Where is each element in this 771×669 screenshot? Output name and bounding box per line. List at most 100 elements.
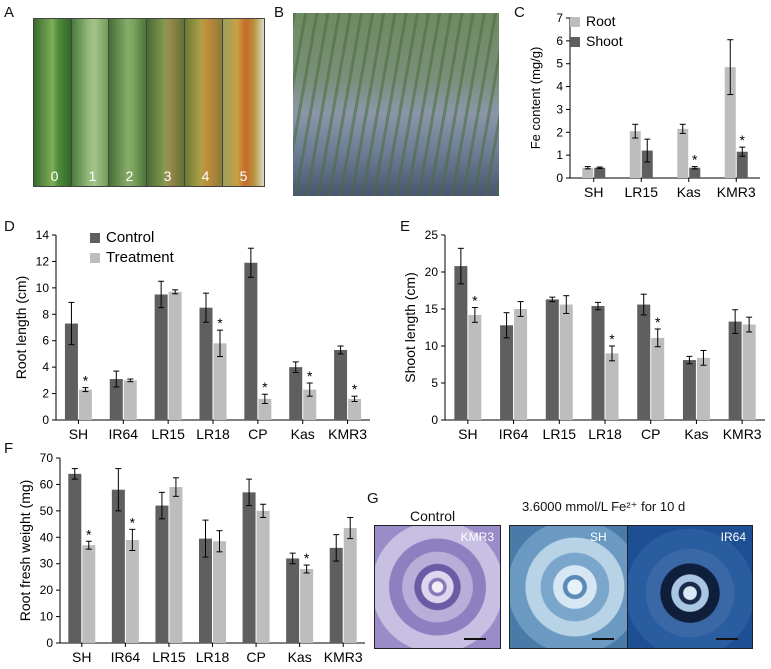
panel-letter-f: F bbox=[4, 440, 14, 457]
leaf-score-label: 4 bbox=[201, 168, 210, 184]
panel-letter-d: D bbox=[4, 218, 15, 235]
significance-marker: * bbox=[307, 368, 313, 384]
panel-letter-a: A bbox=[4, 4, 15, 21]
bar bbox=[213, 541, 226, 643]
legend-label: Control bbox=[106, 229, 154, 246]
bar bbox=[689, 167, 701, 178]
leaf-photo-3: 3 bbox=[146, 18, 189, 187]
x-tick-label: IR64 bbox=[108, 426, 138, 442]
x-tick-label: KMR3 bbox=[328, 426, 367, 442]
y-tick-label: 14 bbox=[36, 228, 50, 242]
micrograph-kmr3-control: KMR3 bbox=[374, 525, 501, 649]
y-tick-label: 12 bbox=[36, 254, 50, 268]
leaf-photo-2: 2 bbox=[108, 18, 151, 187]
bar bbox=[244, 262, 258, 420]
y-tick-label: 4 bbox=[42, 360, 49, 374]
bar bbox=[559, 304, 573, 420]
leaf-score-label: 2 bbox=[125, 168, 134, 184]
legend-label: Shoot bbox=[586, 33, 623, 49]
y-tick-label: 8 bbox=[42, 307, 49, 321]
y-axis-label: Shoot length (cm) bbox=[402, 272, 418, 383]
bar bbox=[605, 353, 619, 420]
x-tick-label: KMR3 bbox=[324, 649, 363, 665]
significance-marker: * bbox=[262, 379, 268, 395]
leaf-score-label: 3 bbox=[163, 168, 172, 184]
bar bbox=[109, 379, 123, 420]
bar bbox=[591, 306, 605, 420]
bar bbox=[724, 67, 736, 178]
y-tick-label: 70 bbox=[40, 451, 54, 465]
y-tick-label: 20 bbox=[425, 265, 439, 279]
bar bbox=[329, 547, 343, 643]
bar bbox=[168, 291, 182, 420]
micrograph-ir64-treatment: IR64 bbox=[627, 525, 753, 649]
micro-label: IR64 bbox=[720, 530, 746, 544]
y-tick-label: 6 bbox=[556, 34, 563, 48]
x-tick-label: CP bbox=[246, 649, 265, 665]
legend-swatch bbox=[570, 17, 580, 27]
bar bbox=[300, 569, 314, 643]
bar bbox=[343, 528, 357, 643]
bar bbox=[286, 558, 300, 643]
y-tick-label: 60 bbox=[40, 477, 54, 491]
bar bbox=[696, 357, 710, 420]
x-tick-label: LR15 bbox=[625, 184, 659, 200]
bar bbox=[514, 309, 528, 420]
bar bbox=[242, 492, 256, 643]
y-axis-label: Root length (cm) bbox=[13, 276, 29, 379]
bar bbox=[82, 545, 96, 643]
significance-marker: * bbox=[609, 331, 615, 347]
x-tick-label: IR64 bbox=[111, 649, 141, 665]
y-tick-label: 0 bbox=[431, 413, 438, 427]
x-tick-label: LR15 bbox=[543, 426, 577, 442]
bar bbox=[213, 343, 227, 420]
x-tick-label: SH bbox=[584, 184, 603, 200]
bar bbox=[154, 294, 168, 420]
x-tick-label: LR18 bbox=[588, 426, 622, 442]
bar bbox=[199, 307, 213, 420]
y-axis-label: Root fresh weight (mg) bbox=[17, 480, 33, 622]
micro-label: KMR3 bbox=[460, 530, 494, 544]
panel-letter-g: G bbox=[367, 490, 379, 507]
bar bbox=[155, 505, 169, 643]
bar bbox=[111, 489, 125, 643]
significance-marker: * bbox=[304, 550, 310, 566]
y-tick-label: 7 bbox=[556, 11, 563, 25]
y-tick-label: 10 bbox=[425, 339, 439, 353]
y-tick-label: 40 bbox=[40, 530, 54, 544]
panel-letter-b: B bbox=[274, 4, 285, 21]
leaf-score-label: 5 bbox=[239, 168, 248, 184]
bar bbox=[637, 304, 651, 420]
bar bbox=[68, 473, 82, 643]
significance-marker: * bbox=[217, 315, 223, 331]
x-tick-label: SH bbox=[69, 426, 88, 442]
bar bbox=[123, 380, 137, 420]
leaf-photo-4: 4 bbox=[184, 18, 227, 187]
x-tick-label: Kas bbox=[677, 184, 701, 200]
y-tick-label: 50 bbox=[40, 504, 54, 518]
y-tick-label: 25 bbox=[425, 228, 439, 242]
y-tick-label: 20 bbox=[40, 583, 54, 597]
bar bbox=[468, 314, 482, 420]
scale-bar bbox=[464, 638, 486, 640]
leaf-photo-0: 0 bbox=[33, 18, 76, 187]
bar bbox=[303, 389, 317, 420]
y-tick-label: 3 bbox=[556, 102, 563, 116]
legend-swatch bbox=[570, 37, 580, 47]
scale-bar bbox=[716, 638, 738, 640]
bar bbox=[199, 538, 212, 643]
bar bbox=[454, 266, 468, 420]
y-axis-label: Fe content (mg/g) bbox=[528, 47, 543, 150]
y-tick-label: 10 bbox=[36, 281, 50, 295]
bar bbox=[594, 167, 606, 178]
panel-letter-e: E bbox=[400, 218, 411, 235]
significance-marker: * bbox=[740, 132, 746, 148]
chart-e-shoot-length: 0 5 10 15 20 25 Shoot length (cm) SH * IR64 LR15 LR… bbox=[402, 228, 765, 442]
y-tick-label: 5 bbox=[431, 376, 438, 390]
y-tick-label: 30 bbox=[40, 557, 54, 571]
significance-marker: * bbox=[83, 373, 89, 389]
y-tick-label: 4 bbox=[556, 80, 563, 94]
bar bbox=[169, 487, 183, 643]
bar bbox=[348, 398, 362, 420]
bar bbox=[629, 131, 641, 178]
